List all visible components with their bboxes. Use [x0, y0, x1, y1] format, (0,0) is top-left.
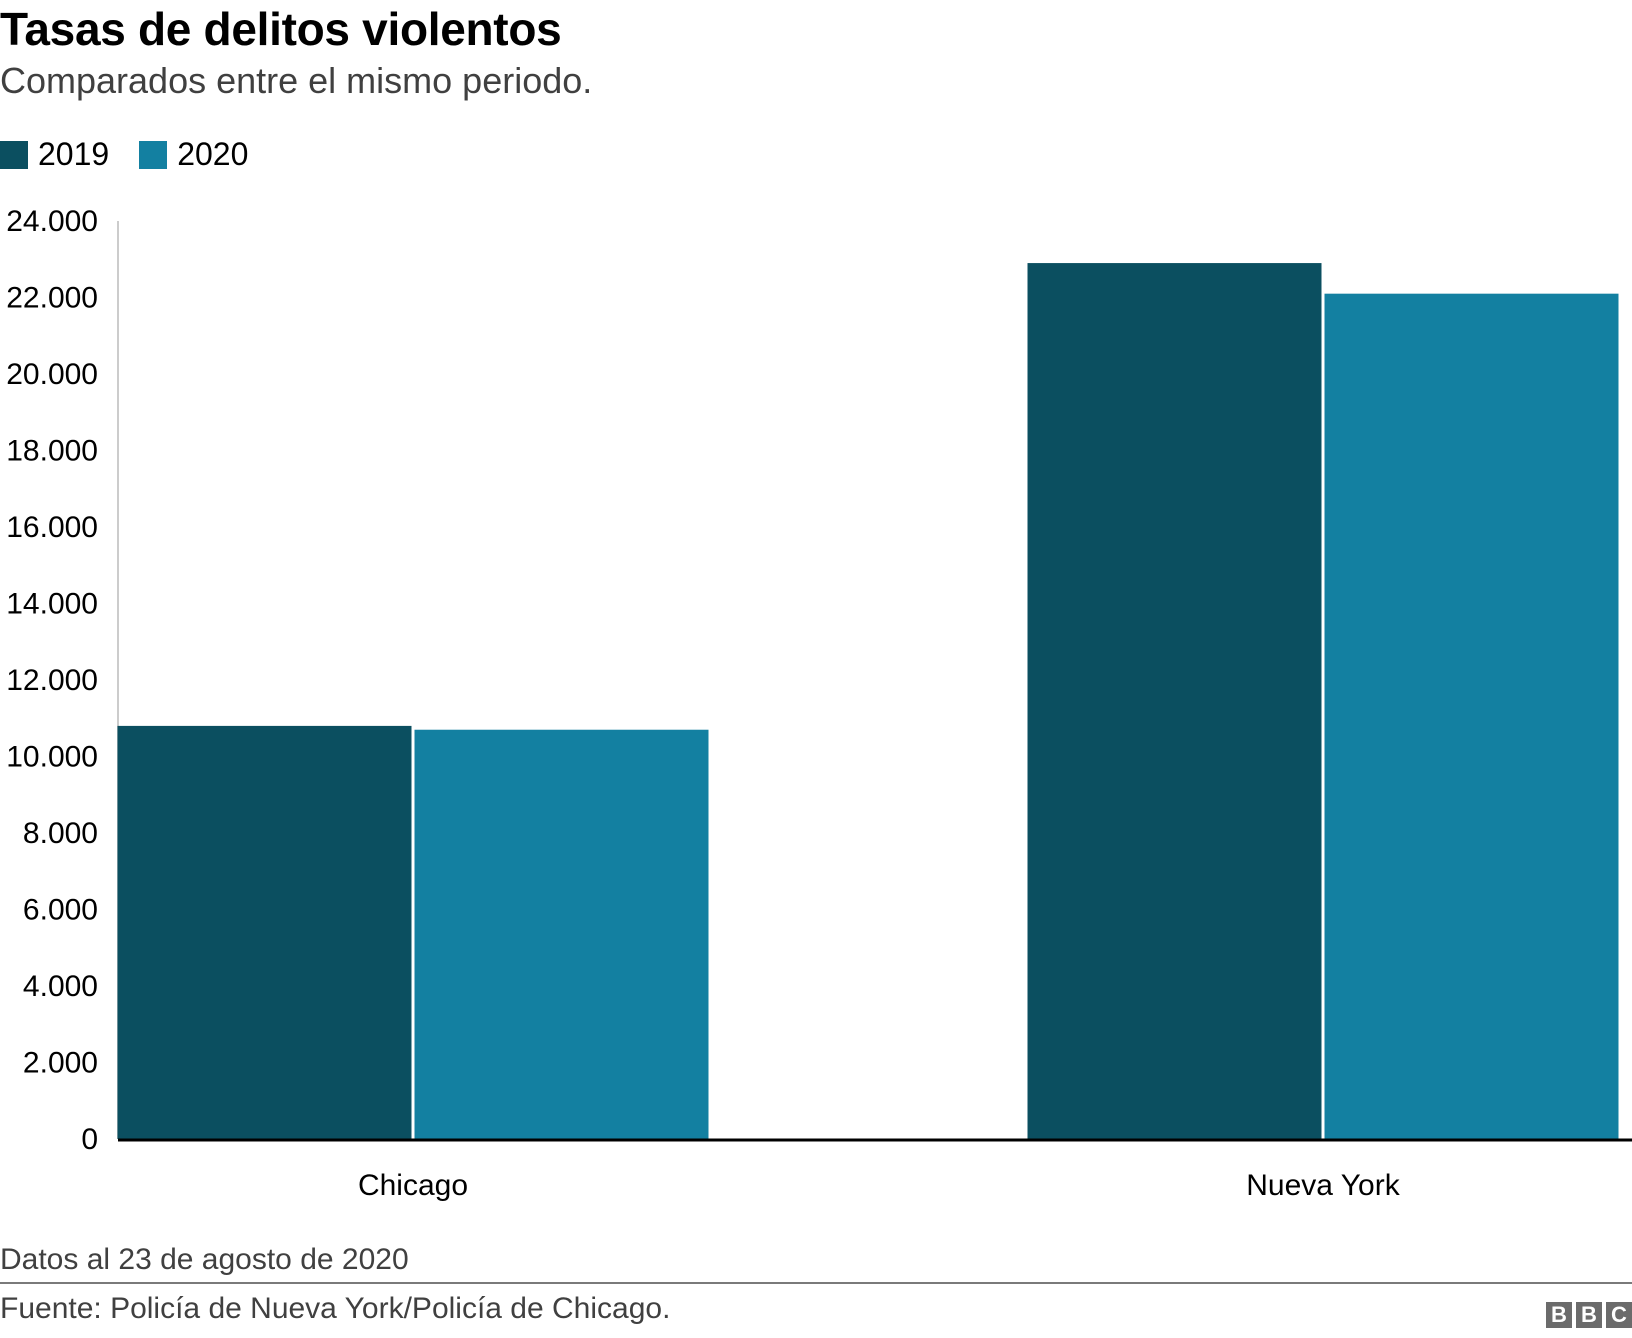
legend: 2019 2020: [0, 136, 278, 173]
bbc-logo-letter: B: [1576, 1302, 1602, 1328]
source-note: Fuente: Policía de Nueva York/Policía de…: [0, 1292, 671, 1325]
y-tick-label: 20.000: [6, 358, 98, 391]
x-category-label: Nueva York: [1246, 1169, 1400, 1202]
legend-label-2020: 2020: [177, 136, 249, 172]
y-tick-label: 24.000: [6, 205, 98, 238]
y-tick-label: 6.000: [23, 894, 98, 927]
y-tick-label: 8.000: [23, 817, 98, 850]
legend-item-2019: 2019: [0, 136, 109, 173]
y-tick-label: 22.000: [6, 282, 98, 315]
y-tick-label: 14.000: [6, 588, 98, 621]
bars: [117, 263, 1619, 1139]
y-tick-label: 4.000: [23, 970, 98, 1003]
chart-subtitle: Comparados entre el mismo periodo.: [0, 60, 593, 101]
bar-nueva-york-2019: [1027, 263, 1322, 1139]
bbc-logo-letter: B: [1546, 1302, 1572, 1328]
y-tick-label: 0: [81, 1123, 98, 1156]
chart-title: Tasas de delitos violentos: [0, 3, 562, 55]
legend-swatch-2019: [0, 140, 28, 169]
legend-item-2020: 2020: [139, 136, 248, 173]
bar-nueva-york-2020: [1324, 293, 1619, 1139]
y-tick-label: 16.000: [6, 511, 98, 544]
y-axis: 0 2.000 4.000 6.000 8.000 10.000 12.000 14.000 1…: [6, 205, 119, 1156]
y-tick-label: 18.000: [6, 435, 98, 468]
y-tick-label: 10.000: [6, 741, 98, 774]
bar-chart: 0 2.000 4.000 6.000 8.000 10.000 12.000 14.000 1…: [6, 205, 1632, 1202]
bbc-logo: B B C: [1542, 1302, 1632, 1328]
x-axis: Chicago Nueva York: [118, 1138, 1632, 1202]
legend-label-2019: 2019: [38, 136, 110, 172]
y-tick-label: 12.000: [6, 664, 98, 697]
bbc-logo-letter: C: [1606, 1302, 1632, 1328]
x-category-label: Chicago: [358, 1169, 468, 1202]
footer-divider: [0, 1282, 1632, 1284]
data-note: Datos al 23 de agosto de 2020: [0, 1243, 409, 1276]
bar-chicago-2020: [414, 729, 709, 1139]
legend-swatch-2020: [139, 140, 168, 169]
bar-chicago-2019: [117, 725, 412, 1139]
y-tick-label: 2.000: [23, 1047, 98, 1080]
